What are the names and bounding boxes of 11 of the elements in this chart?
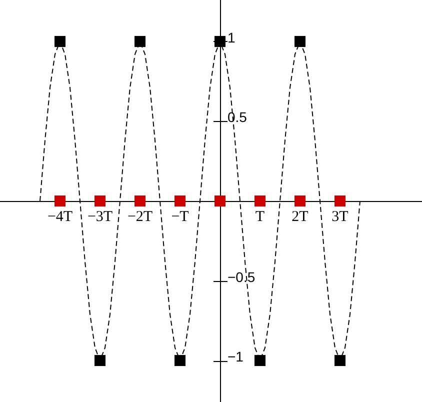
x-tick-label: 3T	[332, 208, 348, 225]
y-tick-label: −0.5	[228, 268, 256, 285]
y-tick-label: −1	[228, 348, 244, 365]
x-tick-label: −4T	[47, 208, 73, 225]
y-tick-label: 0.5	[228, 109, 248, 126]
y-tick-label: 1	[228, 29, 236, 46]
x-tick-label: −3T	[87, 208, 113, 225]
x-tick-label: −2T	[127, 208, 153, 225]
x-tick-label: T	[255, 208, 265, 225]
x-tick-label: −T	[171, 208, 189, 225]
x-tick-label: 2T	[292, 208, 308, 225]
